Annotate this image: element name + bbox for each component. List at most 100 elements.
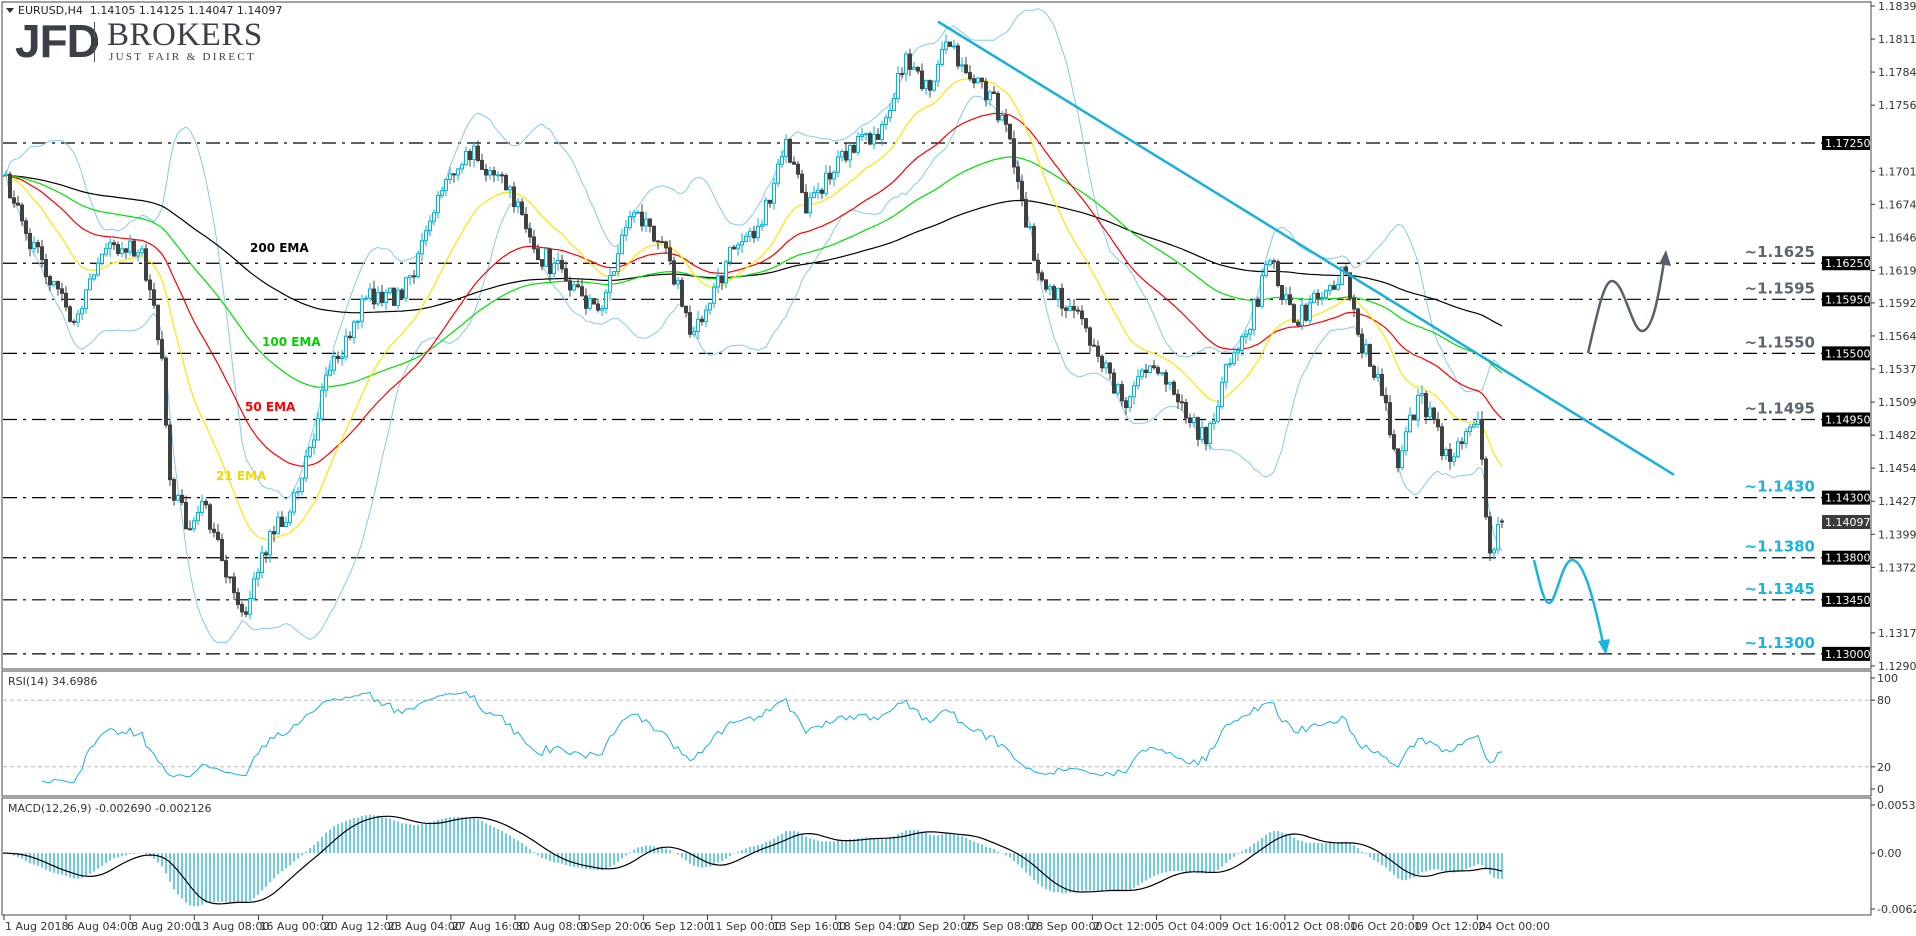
price-tick-label: 1.16190 <box>1878 264 1916 277</box>
candle <box>328 361 332 377</box>
candle <box>164 355 168 428</box>
candle <box>960 57 964 73</box>
candle <box>1356 307 1360 337</box>
dropdown-triangle-icon[interactable] <box>6 8 14 13</box>
candle <box>1264 260 1268 278</box>
candle <box>1224 363 1228 389</box>
candle <box>964 56 968 75</box>
candle <box>72 319 76 326</box>
candle <box>772 177 776 210</box>
macd-panel[interactable] <box>1 797 1872 916</box>
candle <box>728 246 732 267</box>
ema-21-line <box>3 78 1503 541</box>
candle <box>984 77 988 107</box>
candle <box>404 276 408 303</box>
candle <box>1220 376 1224 409</box>
candle <box>32 236 36 254</box>
rsi-panel[interactable] <box>1 670 1872 797</box>
time-tick-label: 12 Oct 08:00 <box>1286 920 1358 933</box>
candle <box>768 199 772 208</box>
candle <box>168 421 172 486</box>
arrowhead-down-icon <box>1598 639 1610 655</box>
price-tick-label: 1.18115 <box>1878 33 1916 46</box>
candle <box>1448 443 1452 470</box>
candle <box>416 250 420 279</box>
candle <box>1412 414 1416 421</box>
candle <box>508 184 512 198</box>
rsi-line <box>41 690 1503 784</box>
candle <box>1156 365 1160 376</box>
time-tick-label: 30 Aug 08:00 <box>516 920 590 933</box>
level-price-tag <box>1822 592 1870 607</box>
candle <box>124 247 128 259</box>
candle <box>1180 394 1184 411</box>
trendline[interactable] <box>937 20 1675 476</box>
candle <box>748 227 752 243</box>
candle <box>152 282 156 310</box>
candle <box>1452 452 1456 467</box>
candle <box>696 311 700 340</box>
candle <box>96 257 100 277</box>
candle <box>1016 160 1020 190</box>
level-price-tag-text: 1.14950 <box>1825 413 1871 426</box>
candle <box>824 164 828 197</box>
candle <box>44 253 48 285</box>
candle <box>864 132 868 141</box>
candle <box>1372 364 1376 381</box>
candle <box>216 524 220 542</box>
candle <box>1252 298 1256 336</box>
candle <box>420 232 424 262</box>
candle <box>1308 295 1312 326</box>
level-label: ~1.1595 <box>1745 279 1815 297</box>
candle <box>368 283 372 302</box>
level-price-tag <box>1822 550 1870 565</box>
candle <box>468 148 472 167</box>
price-tick-label: 1.13995 <box>1878 528 1916 541</box>
ema-100-label: 100 EMA <box>262 335 321 349</box>
rsi-tick-label: 0 <box>1877 783 1884 796</box>
candle <box>980 77 984 89</box>
candle <box>1316 289 1320 306</box>
candle <box>68 305 72 323</box>
candle <box>340 350 344 366</box>
candle <box>656 239 660 250</box>
candle <box>836 150 840 178</box>
candle <box>880 120 884 146</box>
candle <box>528 222 532 244</box>
candle <box>1284 286 1288 305</box>
candle <box>132 239 136 257</box>
candle <box>1144 363 1148 379</box>
candle <box>1492 546 1496 560</box>
candle <box>1140 367 1144 381</box>
candle <box>48 274 52 292</box>
candle <box>364 295 368 302</box>
time-tick-label: 20 Sep 20:00 <box>901 920 974 933</box>
candle <box>692 326 696 337</box>
candle <box>116 241 120 257</box>
time-tick-label: 5 Oct 04:00 <box>1158 920 1223 933</box>
candle <box>236 587 240 609</box>
candle <box>352 319 356 344</box>
candle <box>268 529 272 563</box>
candle <box>1064 305 1068 319</box>
candle <box>308 445 312 459</box>
candle <box>1000 110 1004 121</box>
ema-21-label: 21 EMA <box>216 469 267 483</box>
candle <box>884 114 888 130</box>
price-tick-label: 1.18390 <box>1878 0 1916 13</box>
level-price-tag-text: 1.15500 <box>1825 347 1871 360</box>
candle <box>1472 420 1476 429</box>
price-tick-label: 1.13175 <box>1878 627 1916 640</box>
candle <box>536 244 540 261</box>
candle <box>1036 253 1040 281</box>
price-tick-label: 1.17565 <box>1878 99 1916 112</box>
level-price-tag-text: 1.15950 <box>1825 293 1871 306</box>
price-tick-label: 1.14820 <box>1878 429 1916 442</box>
candle <box>972 74 976 89</box>
candle <box>1420 385 1424 404</box>
price-tick-label: 1.15095 <box>1878 396 1916 409</box>
candle <box>580 279 584 297</box>
candle <box>384 289 388 311</box>
candle <box>3 174 4 177</box>
